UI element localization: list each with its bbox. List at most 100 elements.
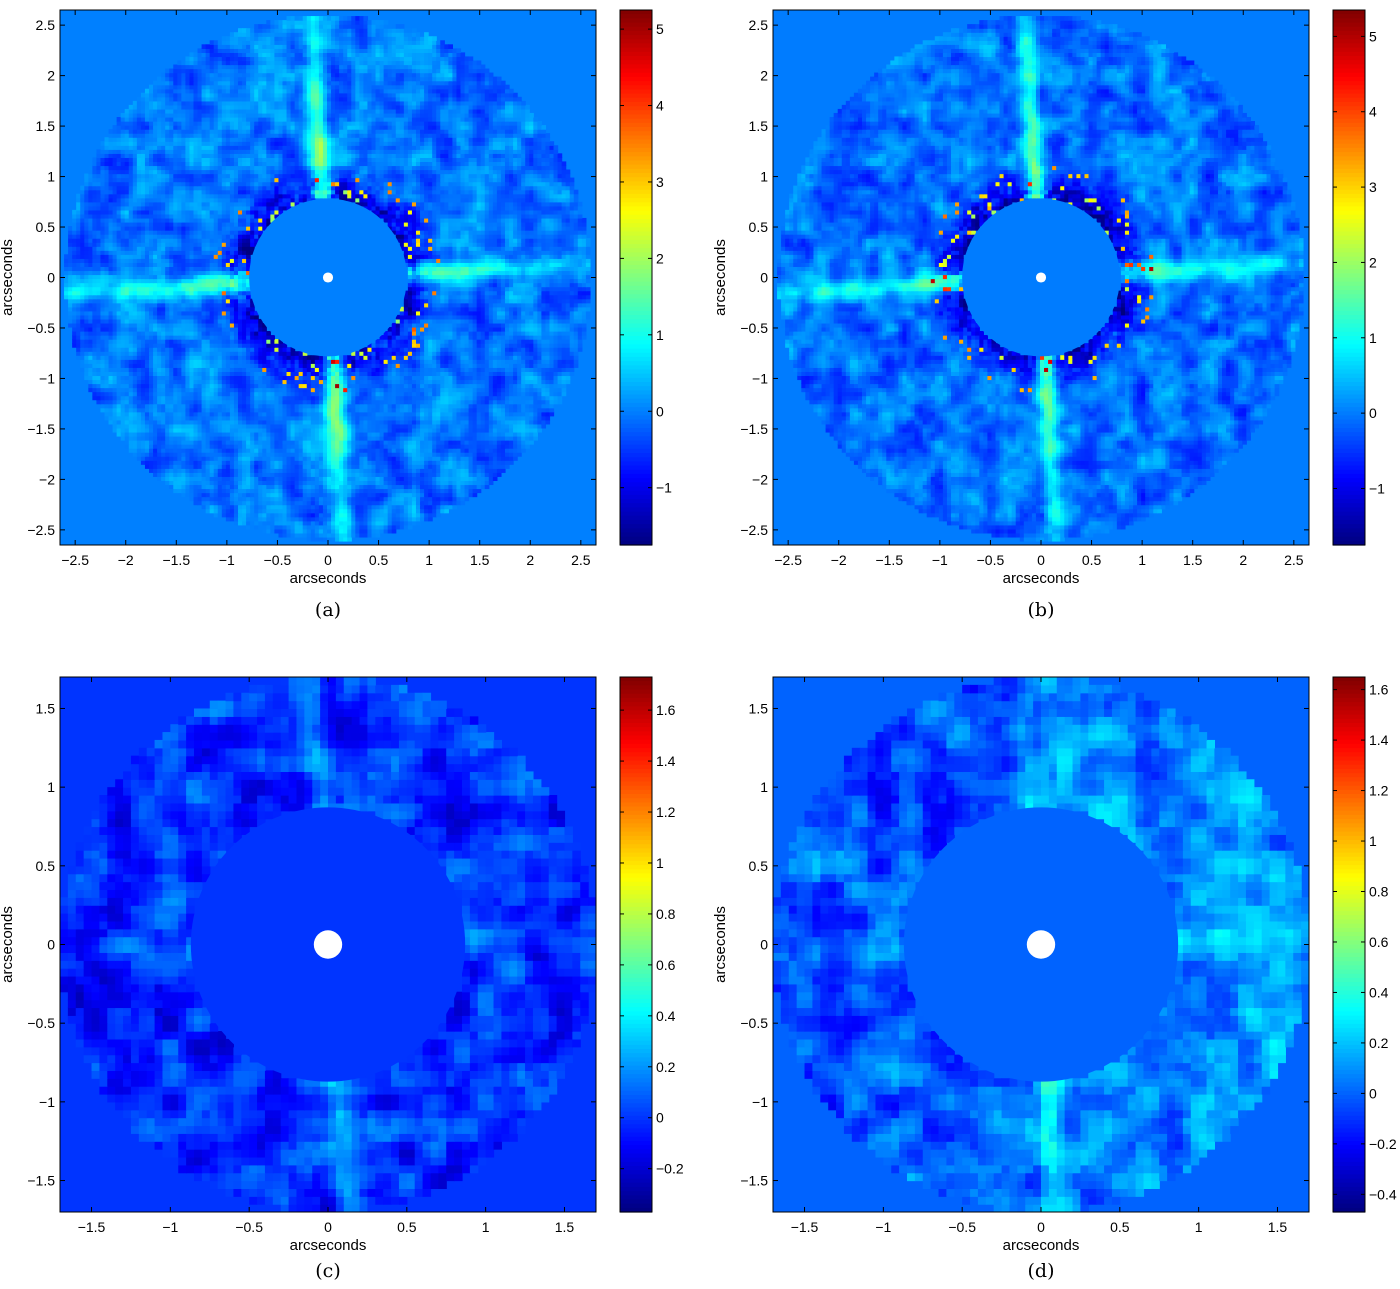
y-tick-label: −2 (39, 471, 55, 487)
colorbar-tick-label: 1.2 (656, 804, 676, 820)
colorbar-tick-label: 0 (656, 403, 664, 419)
colorbar-tick-label: 0.8 (656, 906, 676, 922)
y-tick-label: 1 (760, 169, 768, 185)
y-tick-label: −2.5 (27, 522, 55, 538)
colorbar-tick-label: 1 (656, 327, 664, 343)
colorbar-tick-label: 0.8 (1369, 884, 1389, 900)
colorbar-tick-label: 4 (1369, 104, 1377, 120)
y-axis-label: arcseconds (0, 906, 16, 983)
y-tick-label: 1 (47, 779, 55, 795)
heatmap-image (64, 16, 591, 542)
x-tick-label: 2 (1239, 552, 1247, 568)
colorbar-tick-label: 0.2 (656, 1059, 676, 1075)
colorbar: 5 4 3 2 1 0 −1 (1332, 9, 1385, 546)
y-axis-label: arcseconds (0, 239, 16, 316)
x-tick-label: −2.5 (774, 552, 802, 568)
x-tick-label: −1.5 (791, 1219, 819, 1235)
colorbar-tick-label: 2 (1369, 254, 1377, 270)
x-tick-label: 0.5 (1110, 1219, 1130, 1235)
y-tick-label: 2 (760, 68, 768, 84)
x-axis-label: arcseconds (1003, 1237, 1080, 1254)
colorbar-tick-label: 1 (1369, 330, 1377, 346)
y-tick-label: 0.5 (749, 858, 769, 874)
colorbar-tick-label: 0.6 (656, 957, 676, 973)
y-tick-label: 0 (47, 270, 55, 286)
y-tick-label: 2.5 (36, 17, 56, 33)
y-tick-label: 0.5 (36, 858, 56, 874)
heatmap-image (60, 677, 596, 1212)
panel-caption: (a) (315, 599, 341, 621)
colorbar-tick-label: 5 (656, 21, 664, 37)
x-tick-label: 0 (324, 552, 332, 568)
x-tick-label: −1.5 (162, 552, 190, 568)
y-tick-label: −2.5 (740, 522, 768, 538)
colorbar: 1.6 1.4 1.2 1 0.8 0.6 0.4 0.2 0 −0.2 −0.4 (1332, 676, 1397, 1213)
colorbar-tick-label: 4 (656, 98, 664, 114)
x-tick-label: 2.5 (571, 552, 591, 568)
y-tick-label: 1.5 (749, 700, 769, 716)
y-tick-label: −1 (39, 1094, 55, 1110)
colorbar-tick-label: 2 (656, 250, 664, 266)
colorbar-tick-label: 0 (1369, 1085, 1377, 1101)
colorbar-tick-label: 3 (1369, 179, 1377, 195)
panel-caption: (c) (315, 1260, 340, 1282)
y-tick-label: 0 (47, 937, 55, 953)
y-tick-label: −1 (752, 370, 768, 386)
y-tick-label: 1.5 (36, 118, 56, 134)
x-axis-label: arcseconds (290, 1237, 367, 1254)
y-tick-label: −1.5 (740, 421, 768, 437)
x-tick-label: 0 (324, 1219, 332, 1235)
x-tick-label: 0.5 (1082, 552, 1102, 568)
panel-c: −1.5 −1 −0.5 0 0.5 1 1.5 1.5 1 0.5 0 −0.5 −1 −1.5 arcs… (0, 676, 684, 1282)
panel-b: −2.5 −2 −1.5 −1 −0.5 0 0.5 1 1.5 2 2.5 2.5 2 1.5 1 0.5 0… (712, 9, 1385, 621)
y-tick-label: −0.5 (740, 320, 768, 336)
x-tick-label: −0.5 (977, 552, 1005, 568)
colorbar-tick-label: −1 (656, 480, 672, 496)
colorbar-tick-label: 1.4 (656, 753, 676, 769)
colorbar-frame (1332, 9, 1366, 546)
colorbar-tick-label: 3 (656, 174, 664, 190)
x-tick-label: 0.5 (397, 1219, 417, 1235)
x-tick-label: −1 (932, 552, 948, 568)
y-tick-label: 1 (760, 779, 768, 795)
panel-d: −1.5 −1 −0.5 0 0.5 1 1.5 1.5 1 0.5 0 −0.5 −1 −1.5 arcs… (712, 676, 1397, 1282)
colorbar: 5 4 3 2 1 0 −1 (619, 9, 672, 546)
x-tick-label: 1.5 (555, 1219, 575, 1235)
x-tick-label: −2 (831, 552, 847, 568)
x-tick-label: 2 (526, 552, 534, 568)
x-tick-label: −1.5 (78, 1219, 106, 1235)
y-tick-label: 1.5 (749, 118, 769, 134)
x-tick-label: −0.5 (264, 552, 292, 568)
panel-caption: (b) (1028, 599, 1055, 621)
colorbar-frame (619, 9, 653, 546)
colorbar-tick-label: 1.2 (1369, 783, 1389, 799)
colorbar: 1.6 1.4 1.2 1 0.8 0.6 0.4 0.2 0 −0.2 (619, 676, 684, 1213)
colorbar-tick-label: 0.4 (1369, 984, 1389, 1000)
y-tick-label: −1.5 (27, 1173, 55, 1189)
y-tick-label: 1.5 (36, 700, 56, 716)
panel-caption: (d) (1028, 1260, 1055, 1282)
y-tick-label: 0.5 (36, 219, 56, 235)
y-tick-label: 0 (760, 937, 768, 953)
star-center-dot (1035, 272, 1047, 283)
x-axis-label: arcseconds (1003, 570, 1080, 587)
heatmap-image (773, 677, 1309, 1212)
x-tick-label: 1 (1195, 1219, 1203, 1235)
colorbar-tick-label: 0 (1369, 405, 1377, 421)
x-tick-label: 1 (425, 552, 433, 568)
colorbar-tick-label: 5 (1369, 28, 1377, 44)
y-tick-label: −1 (39, 370, 55, 386)
colorbar-tick-label: −1 (1369, 480, 1385, 496)
y-tick-label: −0.5 (27, 320, 55, 336)
x-axis-label: arcseconds (290, 570, 367, 587)
colorbar-tick-label: −0.4 (1369, 1186, 1397, 1202)
x-tick-label: −1 (875, 1219, 891, 1235)
x-tick-label: 0.5 (369, 552, 389, 568)
y-tick-label: 1 (47, 169, 55, 185)
y-tick-label: 0.5 (749, 219, 769, 235)
y-tick-label: −0.5 (27, 1015, 55, 1031)
y-tick-label: 0 (760, 270, 768, 286)
colorbar-tick-label: 0.6 (1369, 934, 1389, 950)
x-tick-label: 1.5 (1268, 1219, 1288, 1235)
y-tick-label: −1 (752, 1094, 768, 1110)
